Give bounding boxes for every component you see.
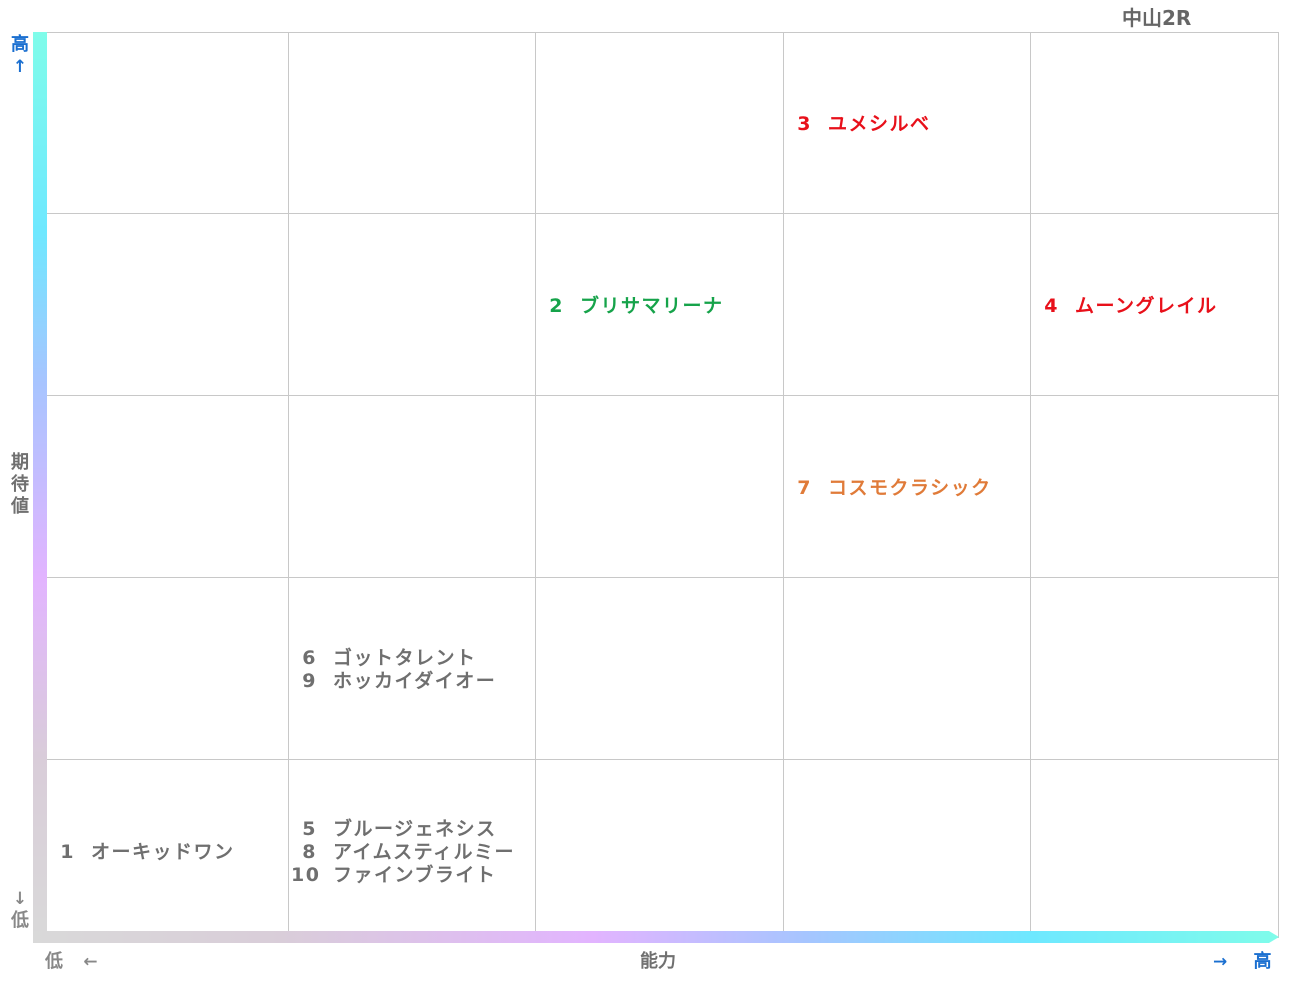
- horse-entry: 7 コスモクラシック: [786, 477, 992, 500]
- horse-name: ファインブライト: [333, 863, 497, 886]
- grid-cell: [289, 214, 536, 396]
- grid-cell: [536, 578, 784, 760]
- horse-name: ゴットタレント: [333, 647, 477, 669]
- horse-name: ユメシルベ: [828, 112, 931, 135]
- grid-cell: [47, 214, 289, 396]
- race-label: 中山2R: [1122, 6, 1192, 30]
- horse-name: アイムスティルミー: [333, 840, 516, 863]
- horse-number: 6: [302, 647, 317, 669]
- grid-cell: [47, 32, 289, 214]
- horse-entry: 10 ファインブライト: [291, 864, 515, 887]
- y-axis-bar: [33, 32, 47, 942]
- y-title-text: 期 待 値: [11, 452, 29, 517]
- x-low-text: 低: [45, 951, 63, 972]
- horse-name: ムーングレイル: [1075, 294, 1218, 317]
- horse-entry: 9 ホッカイダイオー: [291, 670, 496, 693]
- horse-name: ブルージェネシス: [333, 817, 497, 840]
- grid-cell: [1031, 214, 1279, 396]
- y-axis-high-label: 高 ↑: [9, 34, 31, 78]
- horse-entry: 3 ユメシルベ: [786, 113, 931, 136]
- x-axis-low-label: 低 ←: [45, 951, 98, 973]
- rating-grid: [47, 32, 1279, 938]
- horse-group: 2 ブリサマリーナ: [538, 295, 724, 318]
- arrow-left-icon: ←: [83, 952, 98, 972]
- x-high-text: 高: [1253, 951, 1272, 972]
- arrow-down-icon: ↓: [12, 889, 28, 909]
- grid-cell: [1031, 578, 1279, 760]
- y-axis-title: 期 待 値: [9, 452, 31, 518]
- grid-top-border: [47, 32, 1279, 33]
- horse-number: 10: [291, 863, 321, 886]
- grid-cell: [784, 214, 1031, 396]
- grid-cell: [47, 578, 289, 760]
- x-axis-high-label: → 高: [1213, 951, 1272, 973]
- horse-number: 4: [1044, 294, 1059, 317]
- horse-group: 7 コスモクラシック: [786, 477, 992, 500]
- grid-cell: [784, 760, 1031, 938]
- horse-group: 6 ゴットタレント 9 ホッカイダイオー: [291, 647, 496, 693]
- arrow-right-icon: →: [1213, 952, 1228, 972]
- horse-number: 1: [60, 840, 75, 863]
- horse-entry: 5 ブルージェネシス: [291, 818, 515, 841]
- grid-cell: [1031, 32, 1279, 214]
- x-axis-bar: [33, 931, 1279, 943]
- horse-entry: 8 アイムスティルミー: [291, 841, 515, 864]
- grid-cell: [47, 396, 289, 578]
- horse-group: 1 オーキッドワン: [49, 841, 235, 864]
- horse-number: 2: [549, 294, 564, 317]
- horse-entry: 2 ブリサマリーナ: [538, 295, 724, 318]
- horse-name: コスモクラシック: [828, 476, 992, 499]
- horse-entry: 4 ムーングレイル: [1033, 295, 1218, 318]
- horse-group: 3 ユメシルベ: [786, 113, 931, 136]
- grid-cell: [1031, 760, 1279, 938]
- grid-cell: [536, 32, 784, 214]
- grid-cell: [289, 32, 536, 214]
- arrow-up-icon: ↑: [12, 57, 28, 77]
- horse-name: オーキッドワン: [91, 840, 235, 863]
- horse-number: 9: [302, 670, 317, 692]
- grid-cell: [536, 396, 784, 578]
- grid-cell: [784, 578, 1031, 760]
- horse-name: ホッカイダイオー: [333, 670, 497, 692]
- grid-cell: [536, 214, 784, 396]
- x-axis-title: 能力: [640, 951, 676, 972]
- horse-number: 7: [797, 476, 812, 499]
- grid-cell: [784, 32, 1031, 214]
- horse-entry: 1 オーキッドワン: [49, 841, 235, 864]
- grid-cell: [784, 396, 1031, 578]
- horse-number: 5: [302, 817, 317, 840]
- horse-number: 8: [302, 840, 317, 863]
- horse-group: 5 ブルージェネシス 8 アイムスティルミー 10 ファインブライト: [291, 818, 515, 887]
- y-high-text: 高: [11, 34, 29, 55]
- grid-cell: [289, 578, 536, 760]
- grid-cell: [1031, 396, 1279, 578]
- y-axis-low-label: ↓ 低: [9, 888, 31, 932]
- horse-entry: 6 ゴットタレント: [291, 647, 496, 670]
- grid-cell: [536, 760, 784, 938]
- horse-name: ブリサマリーナ: [580, 294, 724, 317]
- horse-group: 4 ムーングレイル: [1033, 295, 1218, 318]
- horse-number: 3: [797, 112, 812, 135]
- grid-cell: [289, 396, 536, 578]
- y-low-text: 低: [11, 910, 29, 931]
